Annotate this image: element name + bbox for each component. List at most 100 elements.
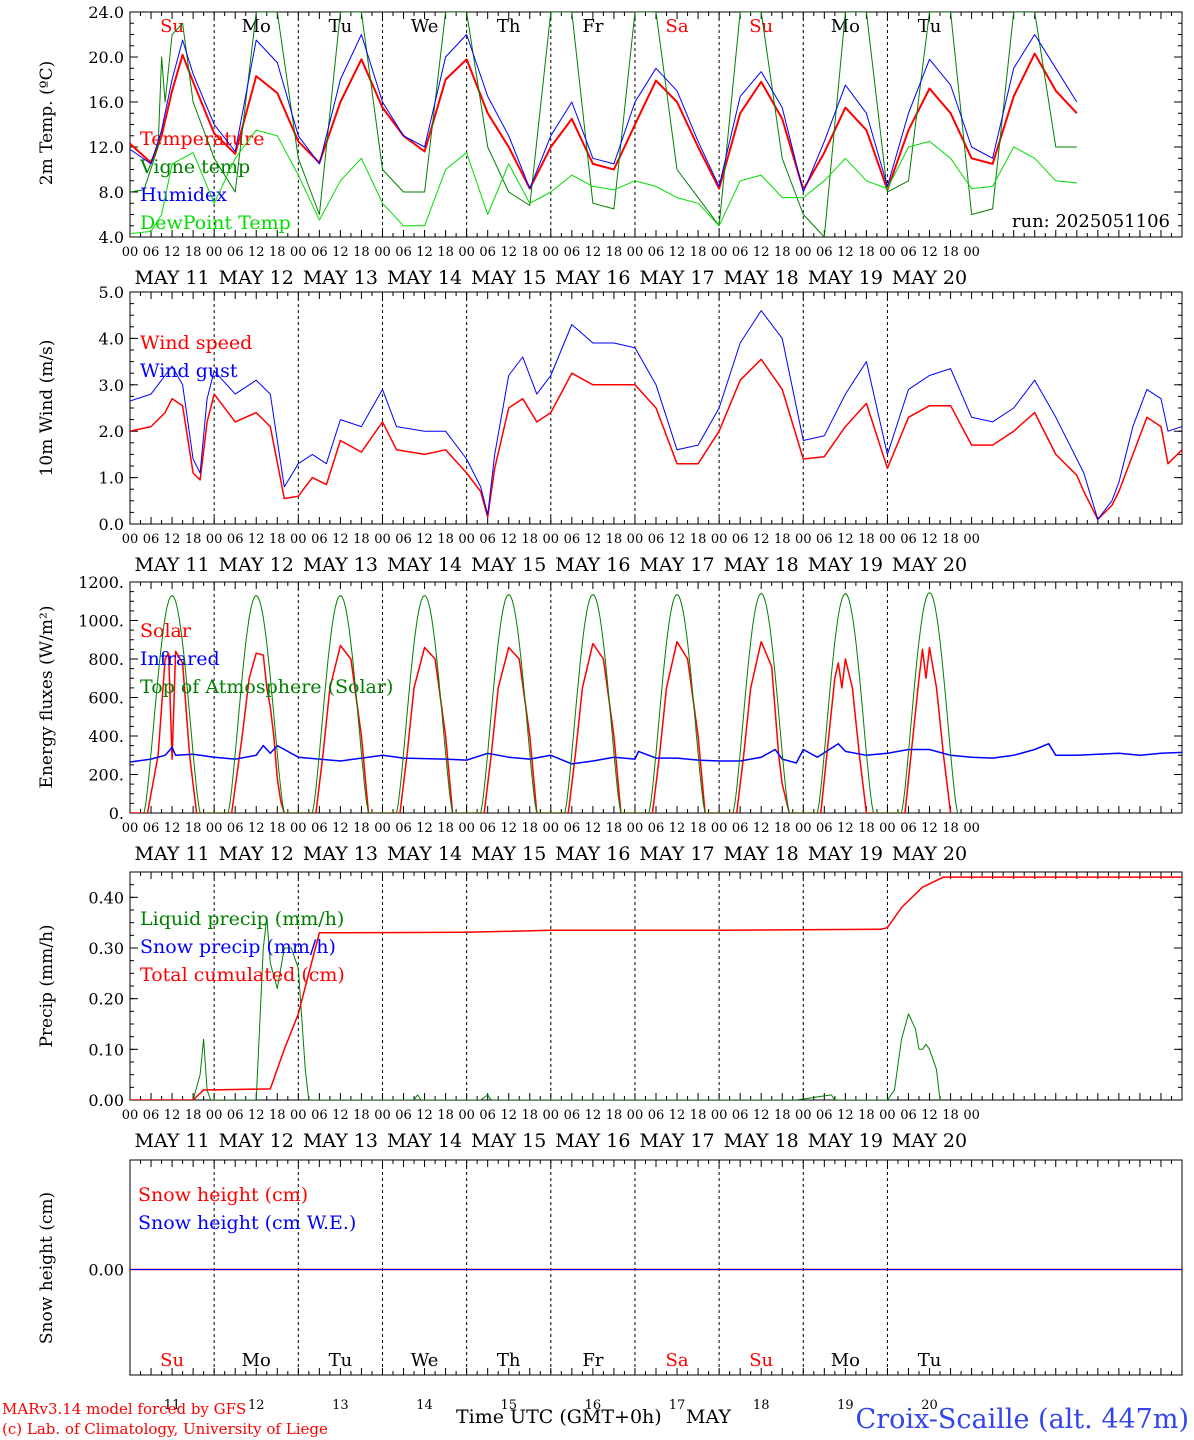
y-axis-label: Precip (mm/h) bbox=[37, 924, 57, 1047]
date-label: MAY 20 bbox=[892, 843, 967, 865]
day-number-label: 17 bbox=[669, 1398, 686, 1413]
hour-tick-label: 00 bbox=[627, 821, 644, 836]
y-tick-label: 0.40 bbox=[88, 888, 124, 907]
hour-tick-label: 06 bbox=[395, 821, 412, 836]
plot-frame bbox=[129, 11, 1183, 238]
hour-tick-label: 18 bbox=[185, 532, 202, 547]
hour-tick-label: 00 bbox=[879, 1108, 896, 1123]
station-title: Croix-Scaille (alt. 447m) bbox=[856, 1404, 1189, 1435]
hour-tick-label: 06 bbox=[311, 1108, 328, 1123]
date-label: MAY 13 bbox=[303, 554, 378, 576]
hour-tick-label: 12 bbox=[164, 532, 181, 547]
hour-tick-label: 12 bbox=[332, 532, 349, 547]
series-line-wind-gust bbox=[130, 310, 1182, 520]
hour-tick-label: 00 bbox=[543, 245, 560, 260]
hour-tick-label: 06 bbox=[900, 532, 917, 547]
series-line-total-cumulated-cm bbox=[130, 876, 1182, 1100]
y-tick-label: 20.0 bbox=[88, 48, 124, 67]
hour-tick-label: 00 bbox=[206, 821, 223, 836]
y-axis-label: 10m Wind (m/s) bbox=[37, 340, 57, 477]
date-label: MAY 11 bbox=[134, 1130, 209, 1152]
hour-tick-label: 12 bbox=[416, 245, 433, 260]
hour-tick-label: 12 bbox=[669, 1108, 686, 1123]
hour-tick-label: 18 bbox=[521, 532, 538, 547]
hour-tick-label: 00 bbox=[963, 532, 980, 547]
hour-tick-label: 12 bbox=[585, 532, 602, 547]
hour-tick-label: 06 bbox=[227, 532, 244, 547]
hour-tick-label: 18 bbox=[942, 532, 959, 547]
date-label: MAY 17 bbox=[639, 843, 714, 865]
weekday-label: Mo bbox=[242, 16, 271, 37]
hour-tick-label: 06 bbox=[479, 1108, 496, 1123]
hour-tick-label: 00 bbox=[543, 821, 560, 836]
hour-tick-label: 00 bbox=[290, 1108, 307, 1123]
hour-tick-label: 18 bbox=[185, 821, 202, 836]
hour-tick-label: 00 bbox=[458, 245, 475, 260]
legend-entry: DewPoint Temp bbox=[140, 212, 291, 234]
date-label: MAY 19 bbox=[808, 267, 883, 289]
hour-tick-label: 06 bbox=[479, 245, 496, 260]
hour-tick-label: 18 bbox=[269, 821, 286, 836]
date-label: MAY 18 bbox=[724, 267, 799, 289]
hour-tick-label: 12 bbox=[753, 532, 770, 547]
hour-tick-label: 12 bbox=[585, 245, 602, 260]
hour-tick-label: 18 bbox=[606, 245, 623, 260]
hour-tick-label: 18 bbox=[774, 1108, 791, 1123]
hour-tick-label: 06 bbox=[648, 245, 665, 260]
weekday-label: We bbox=[411, 16, 439, 37]
hour-tick-label: 06 bbox=[732, 245, 749, 260]
hour-tick-label: 06 bbox=[311, 245, 328, 260]
hour-tick-label: 00 bbox=[879, 821, 896, 836]
weekday-label: Mo bbox=[242, 1350, 271, 1371]
hour-tick-label: 06 bbox=[732, 532, 749, 547]
hour-tick-label: 12 bbox=[669, 821, 686, 836]
y-tick-label: 0.20 bbox=[88, 990, 124, 1009]
hour-tick-label: 18 bbox=[606, 821, 623, 836]
hour-tick-label: 06 bbox=[900, 821, 917, 836]
series-line-solar bbox=[130, 640, 952, 813]
footer-model-line: MARv3.14 model forced by GFS bbox=[2, 1400, 246, 1418]
day-number-label: 16 bbox=[585, 1398, 602, 1413]
y-tick-label: 2.0 bbox=[99, 422, 124, 441]
legend-entry: Temperature bbox=[140, 128, 264, 150]
hour-tick-label: 00 bbox=[963, 245, 980, 260]
date-label: MAY 17 bbox=[639, 267, 714, 289]
hour-tick-label: 12 bbox=[164, 245, 181, 260]
date-label: MAY 18 bbox=[724, 843, 799, 865]
weekday-label: Su bbox=[749, 1350, 773, 1371]
date-label: MAY 20 bbox=[892, 1130, 967, 1152]
hour-tick-label: 18 bbox=[269, 1108, 286, 1123]
hour-tick-label: 06 bbox=[143, 532, 160, 547]
day-number-label: 12 bbox=[248, 1398, 265, 1413]
weekday-label: Mo bbox=[831, 16, 860, 37]
weekday-label: We bbox=[411, 1350, 439, 1371]
y-tick-label: 5.0 bbox=[99, 283, 124, 302]
hour-tick-label: 06 bbox=[816, 1108, 833, 1123]
hour-tick-label: 06 bbox=[227, 821, 244, 836]
hour-tick-label: 00 bbox=[627, 532, 644, 547]
series-line-humidex bbox=[130, 34, 1078, 193]
hour-tick-label: 00 bbox=[795, 532, 812, 547]
hour-tick-label: 00 bbox=[963, 1108, 980, 1123]
hour-tick-label: 12 bbox=[164, 821, 181, 836]
legend-entry: Snow precip (mm/h) bbox=[140, 936, 336, 958]
hour-tick-label: 18 bbox=[185, 1108, 202, 1123]
date-label: MAY 18 bbox=[724, 1130, 799, 1152]
legend-entry: Infrared bbox=[140, 648, 220, 670]
hour-tick-label: 18 bbox=[858, 821, 875, 836]
panel-wind: 0.0 1.0 2.0 3.0 4.0 5.0 10m Wind (m/s) 00 06 12 18… bbox=[37, 283, 1183, 576]
hour-tick-label: 18 bbox=[690, 1108, 707, 1123]
date-label: MAY 15 bbox=[471, 843, 546, 865]
weekday-label: Th bbox=[497, 1350, 521, 1371]
hour-tick-label: 06 bbox=[648, 1108, 665, 1123]
hour-tick-label: 12 bbox=[164, 1108, 181, 1123]
date-label: MAY 14 bbox=[387, 1130, 462, 1152]
hour-tick-label: 18 bbox=[606, 1108, 623, 1123]
hour-tick-label: 18 bbox=[353, 1108, 370, 1123]
hour-tick-label: 12 bbox=[248, 532, 265, 547]
y-axis-label: 2m Temp. (ºC) bbox=[37, 61, 57, 186]
y-tick-label: 4.0 bbox=[99, 228, 124, 247]
date-label: MAY 16 bbox=[555, 267, 630, 289]
hour-tick-label: 12 bbox=[921, 245, 938, 260]
y-tick-label: 1200. bbox=[78, 573, 124, 592]
